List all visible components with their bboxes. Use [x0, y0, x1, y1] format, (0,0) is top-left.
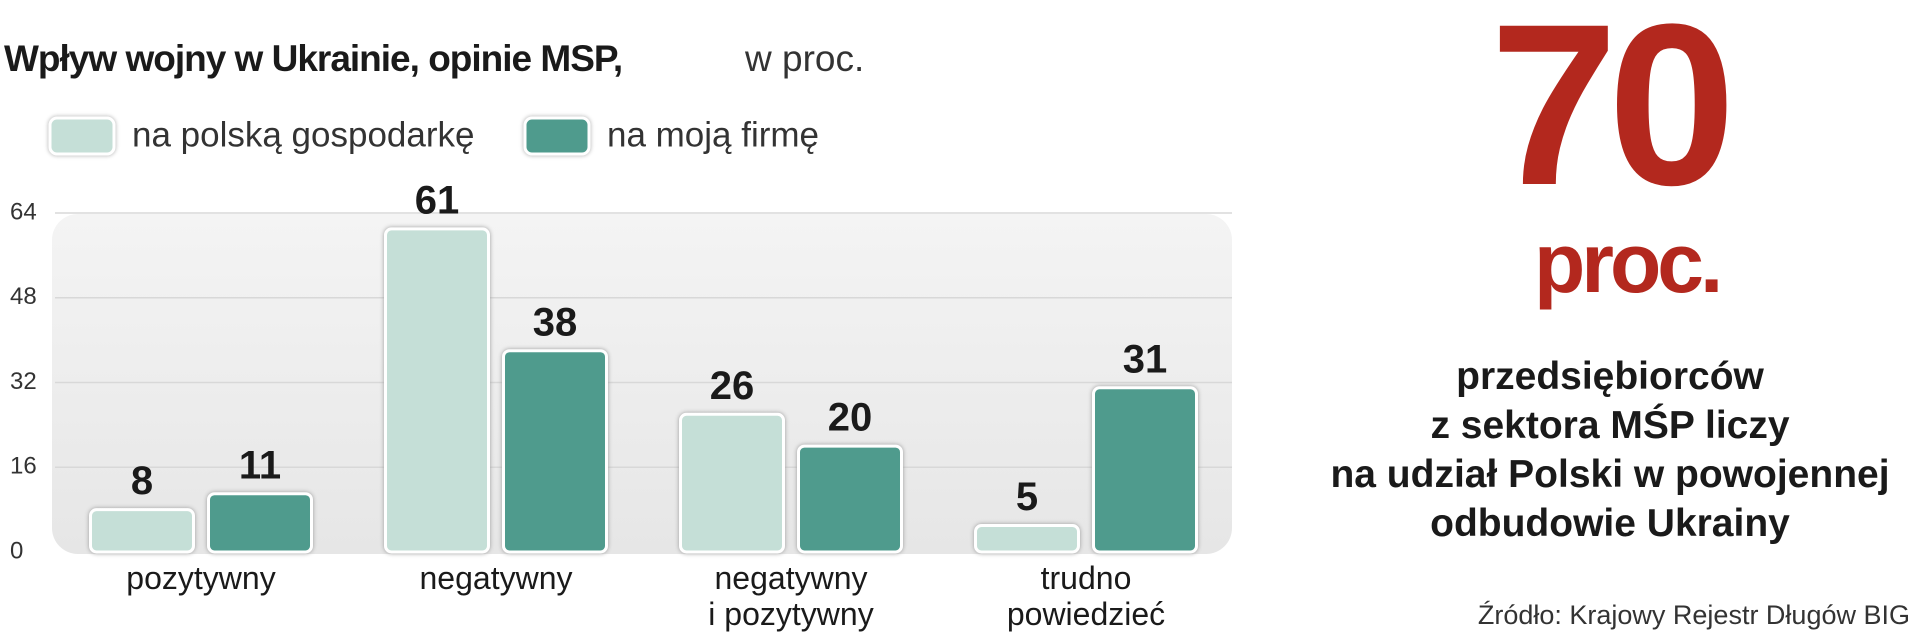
y-tick-label: 16 [10, 453, 37, 480]
legend-swatch [523, 116, 591, 156]
highlight-text: przedsiębiorców z sektora MŚP liczy na u… [1290, 352, 1920, 548]
bar [502, 349, 608, 554]
legend-swatch [48, 116, 116, 156]
highlight-value: 70 [1490, 0, 1736, 233]
highlight-line: odbudowie Ukrainy [1430, 502, 1790, 545]
plot-background [52, 214, 1232, 554]
value-label: 11 [239, 443, 281, 487]
value-label: 38 [533, 300, 578, 344]
y-tick-label: 48 [10, 283, 37, 310]
highlight-line: z sektora MŚP liczy [1430, 404, 1790, 447]
legend-label: na polską gospodarkę [132, 115, 474, 154]
bar [679, 412, 785, 554]
bar [89, 508, 195, 554]
x-tick-label: negatywny [419, 560, 573, 596]
value-label: 5 [1016, 475, 1038, 519]
value-label: 20 [828, 396, 873, 440]
y-tick-label: 0 [10, 537, 23, 564]
source: Źródło: Krajowy Rejestr Długów BIG [1477, 600, 1910, 630]
y-tick-label: 32 [10, 368, 37, 395]
y-tick-label: 64 [10, 198, 37, 225]
bar [974, 524, 1080, 554]
x-tick-label: trudno powiedzieć [1006, 560, 1166, 632]
x-tick-label: pozytywny [126, 560, 276, 596]
value-label: 8 [131, 459, 153, 503]
bar [797, 444, 903, 554]
highlight-unit: proc. [1534, 216, 1723, 310]
bar [384, 227, 490, 554]
chart-subtitle: w proc. [745, 38, 865, 79]
highlight-line: przedsiębiorców [1456, 355, 1764, 398]
value-label: 61 [415, 178, 460, 222]
value-label: 31 [1123, 337, 1168, 381]
bar [207, 492, 313, 554]
chart-title: Wpływ wojny w Ukrainie, opinie MSP, [4, 38, 623, 79]
bar [1092, 386, 1198, 554]
legend-label: na moją firmę [607, 115, 819, 154]
x-tick-label: negatywny i pozytywny [708, 560, 874, 632]
value-label: 26 [710, 364, 755, 408]
highlight-line: na udział Polski w powojennej [1330, 453, 1890, 496]
